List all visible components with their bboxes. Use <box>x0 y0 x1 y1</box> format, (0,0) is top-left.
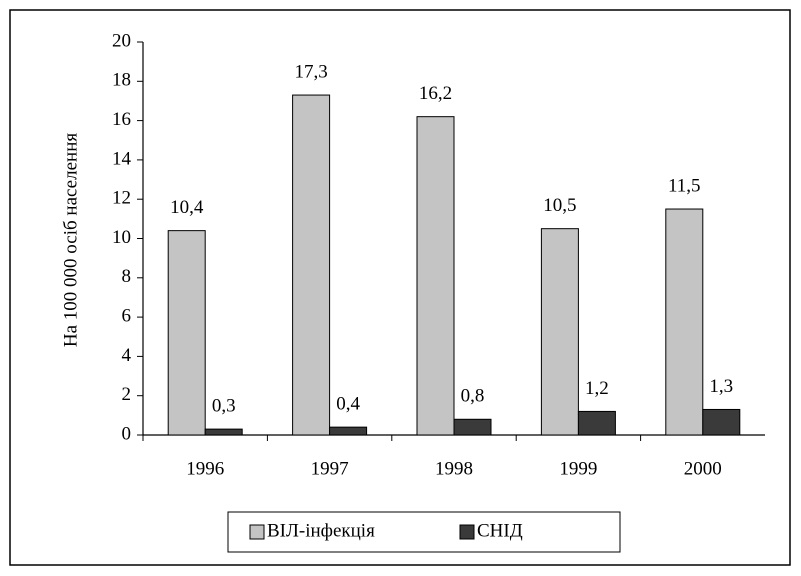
x-tick-label: 1999 <box>559 458 597 479</box>
data-label: 10,4 <box>170 197 204 218</box>
y-tick-label: 18 <box>112 70 131 91</box>
data-label: 1,2 <box>585 378 609 399</box>
y-tick-label: 12 <box>112 188 131 209</box>
y-axis-label: На 100 000 осіб населення <box>60 133 81 347</box>
bar <box>577 410 616 436</box>
data-label: 0,3 <box>212 395 236 416</box>
legend-swatch <box>249 524 265 540</box>
y-tick-label: 2 <box>122 384 132 405</box>
legend-label: ВІЛ-інфекція <box>267 520 375 541</box>
chart-frame <box>9 9 791 566</box>
data-label: 0,4 <box>336 393 360 414</box>
bar <box>453 418 492 436</box>
data-label: 11,5 <box>668 175 701 196</box>
y-tick-label: 20 <box>112 30 131 51</box>
y-tick-label: 0 <box>122 423 132 444</box>
legend-box <box>227 511 621 553</box>
x-tick-label: 1996 <box>186 458 224 479</box>
bar <box>329 426 368 436</box>
x-tick-label: 1997 <box>311 458 349 479</box>
bar <box>540 228 579 436</box>
x-tick-label: 2000 <box>684 458 722 479</box>
bar <box>665 208 704 436</box>
bar <box>167 230 206 436</box>
bar <box>204 428 243 436</box>
legend-swatch <box>459 524 475 540</box>
y-tick-label: 6 <box>122 305 132 326</box>
y-tick-label: 10 <box>112 227 131 248</box>
x-tick-label: 1998 <box>435 458 473 479</box>
data-label: 0,8 <box>461 386 485 407</box>
y-tick-label: 8 <box>122 266 132 287</box>
data-label: 17,3 <box>294 61 327 82</box>
y-tick-label: 14 <box>112 148 132 169</box>
y-tick-label: 4 <box>122 345 132 366</box>
data-label: 16,2 <box>419 83 452 104</box>
bar <box>416 116 455 436</box>
data-label: 1,3 <box>709 376 733 397</box>
bar <box>702 408 741 436</box>
y-tick-label: 16 <box>112 109 131 130</box>
data-label: 10,5 <box>543 195 576 216</box>
bar <box>292 94 331 436</box>
legend-label: СНІД <box>477 520 523 541</box>
